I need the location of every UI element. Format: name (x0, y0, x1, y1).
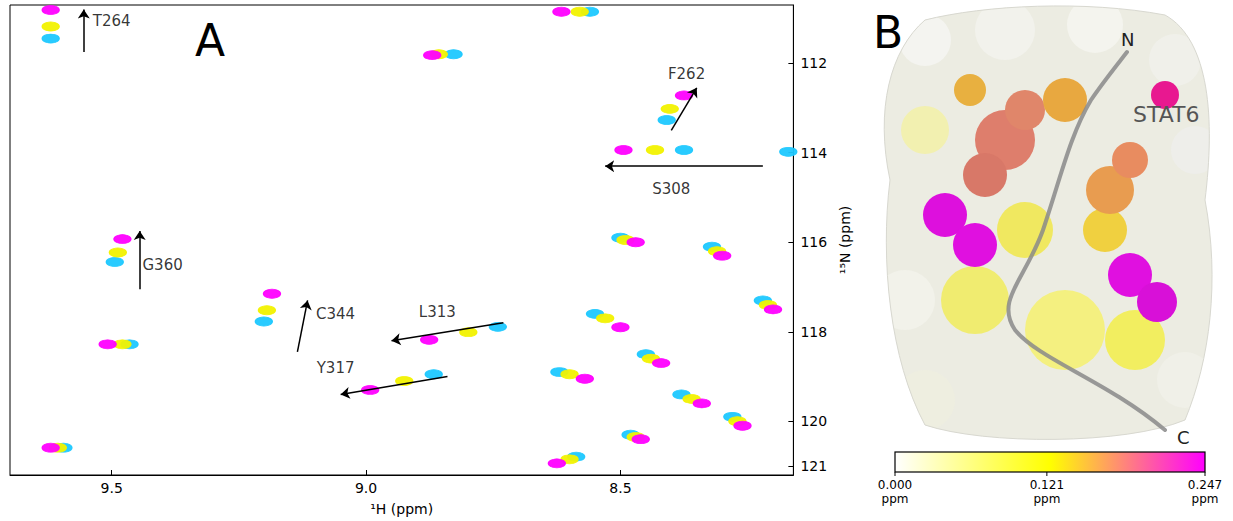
svg-text:9.0: 9.0 (355, 480, 377, 496)
svg-text:STAT6: STAT6 (1133, 102, 1199, 127)
svg-text:A: A (195, 15, 225, 66)
svg-text:N: N (1121, 29, 1134, 50)
svg-text:0.247: 0.247 (1188, 478, 1222, 492)
svg-text:0.000: 0.000 (878, 478, 912, 492)
svg-text:¹H (ppm): ¹H (ppm) (370, 501, 433, 517)
svg-text:121: 121 (800, 458, 827, 474)
svg-text:118: 118 (800, 324, 827, 340)
svg-text:ppm: ppm (1033, 492, 1060, 506)
svg-text:S308: S308 (652, 180, 690, 198)
svg-text:B: B (873, 7, 903, 58)
svg-text:¹⁵N (ppm): ¹⁵N (ppm) (837, 206, 853, 274)
svg-text:L313: L313 (419, 303, 456, 321)
svg-text:F262: F262 (668, 65, 705, 83)
svg-text:112: 112 (800, 55, 827, 71)
svg-text:T264: T264 (92, 12, 131, 30)
svg-text:0.121: 0.121 (1030, 478, 1064, 492)
svg-text:C344: C344 (316, 305, 355, 323)
svg-text:G360: G360 (142, 256, 182, 274)
svg-text:116: 116 (800, 234, 827, 250)
svg-text:9.5: 9.5 (101, 480, 123, 496)
svg-text:Y317: Y317 (316, 359, 355, 377)
svg-text:120: 120 (800, 413, 827, 429)
svg-text:C: C (1177, 427, 1190, 448)
svg-text:8.5: 8.5 (609, 480, 631, 496)
svg-text:ppm: ppm (1192, 492, 1219, 506)
svg-text:114: 114 (800, 145, 827, 161)
svg-text:ppm: ppm (882, 492, 909, 506)
